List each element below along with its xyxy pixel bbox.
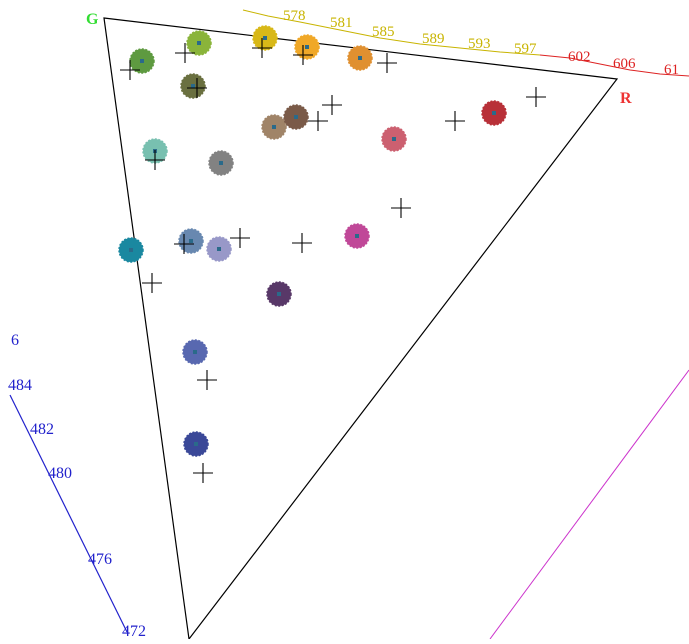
- tick-label-578: 578: [283, 8, 306, 24]
- swatch-center-dot: [492, 111, 496, 115]
- red-tick-labels: 602 606 61: [568, 49, 679, 78]
- tick-label-472: 472: [122, 623, 146, 639]
- yellow-tick-labels: 578 581 585 589 593 597: [283, 8, 537, 57]
- swatch-center-dot: [294, 115, 298, 119]
- color-swatch: [481, 100, 507, 126]
- blue-tick-labels: 6 484 482 480 476 472: [8, 332, 146, 640]
- swatch-center-dot: [191, 84, 195, 88]
- color-swatch: [283, 104, 309, 130]
- tick-label-585: 585: [372, 24, 395, 40]
- swatch-center-dot: [129, 248, 133, 252]
- color-swatch: [206, 236, 232, 262]
- reference-cross: [120, 60, 140, 80]
- reference-cross: [322, 95, 342, 115]
- swatch-center-dot: [194, 442, 198, 446]
- gamut-triangle: [103, 17, 619, 641]
- spectral-locus-red: [539, 54, 689, 77]
- reference-cross: [293, 45, 313, 65]
- color-swatch: [178, 228, 204, 254]
- purple-line: [489, 369, 689, 640]
- tick-label-484: 484: [8, 377, 32, 394]
- color-swatch: [344, 223, 370, 249]
- tick-label-581: 581: [330, 15, 353, 31]
- color-swatch: [183, 431, 209, 457]
- swatch-center-dot: [140, 59, 144, 63]
- swatch-center-dot: [219, 161, 223, 165]
- swatch-center-dot: [217, 247, 221, 251]
- tick-label-482: 482: [30, 421, 54, 438]
- tick-label-480: 480: [48, 465, 72, 482]
- tick-label-606: 606: [613, 56, 636, 72]
- reference-cross: [252, 38, 272, 58]
- color-swatch: [182, 339, 208, 365]
- color-swatch: [261, 114, 287, 140]
- color-swatch: [294, 34, 320, 60]
- color-swatch: [208, 150, 234, 176]
- swatch-center-dot: [193, 350, 197, 354]
- swatch-center-dot: [272, 125, 276, 129]
- color-swatch: [118, 237, 144, 263]
- reference-crosses: [120, 38, 546, 483]
- tick-label-589: 589: [422, 31, 445, 47]
- spectral-locus-blue: [9, 394, 128, 633]
- color-swatch: [129, 48, 155, 74]
- reference-cross: [142, 273, 162, 293]
- swatch-center-dot: [305, 45, 309, 49]
- color-swatch: [266, 281, 292, 307]
- reference-cross: [391, 198, 411, 218]
- vertex-label-r: R: [620, 90, 632, 107]
- reference-cross: [193, 463, 213, 483]
- color-swatch: [381, 126, 407, 152]
- color-swatch: [252, 25, 278, 51]
- color-swatch: [347, 45, 373, 71]
- color-swatches: [118, 25, 507, 457]
- reference-cross: [526, 87, 546, 107]
- reference-cross: [230, 228, 250, 248]
- color-swatch: [186, 30, 212, 56]
- reference-cross: [145, 150, 165, 170]
- reference-cross: [292, 233, 312, 253]
- swatch-center-dot: [392, 137, 396, 141]
- reference-cross: [187, 78, 207, 98]
- color-swatch: [180, 73, 206, 99]
- reference-cross: [174, 234, 194, 254]
- tick-label-6: 6: [11, 332, 19, 349]
- swatch-center-dot: [277, 292, 281, 296]
- swatch-center-dot: [197, 41, 201, 45]
- tick-label-597: 597: [514, 41, 537, 57]
- swatch-center-dot: [358, 56, 362, 60]
- spectral-locus-yellow: [242, 9, 541, 56]
- tick-label-593: 593: [468, 36, 491, 52]
- swatch-center-dot: [189, 239, 193, 243]
- reference-cross: [445, 111, 465, 131]
- swatch-center-dot: [263, 36, 267, 40]
- swatch-center-dot: [355, 234, 359, 238]
- reference-cross: [377, 53, 397, 73]
- vertex-label-g: G: [86, 11, 99, 28]
- tick-label-602: 602: [568, 49, 591, 65]
- tick-label-61: 61: [664, 62, 679, 78]
- reference-cross: [308, 111, 328, 131]
- reference-cross: [197, 370, 217, 390]
- tick-label-476: 476: [88, 551, 112, 568]
- reference-cross: [175, 43, 195, 63]
